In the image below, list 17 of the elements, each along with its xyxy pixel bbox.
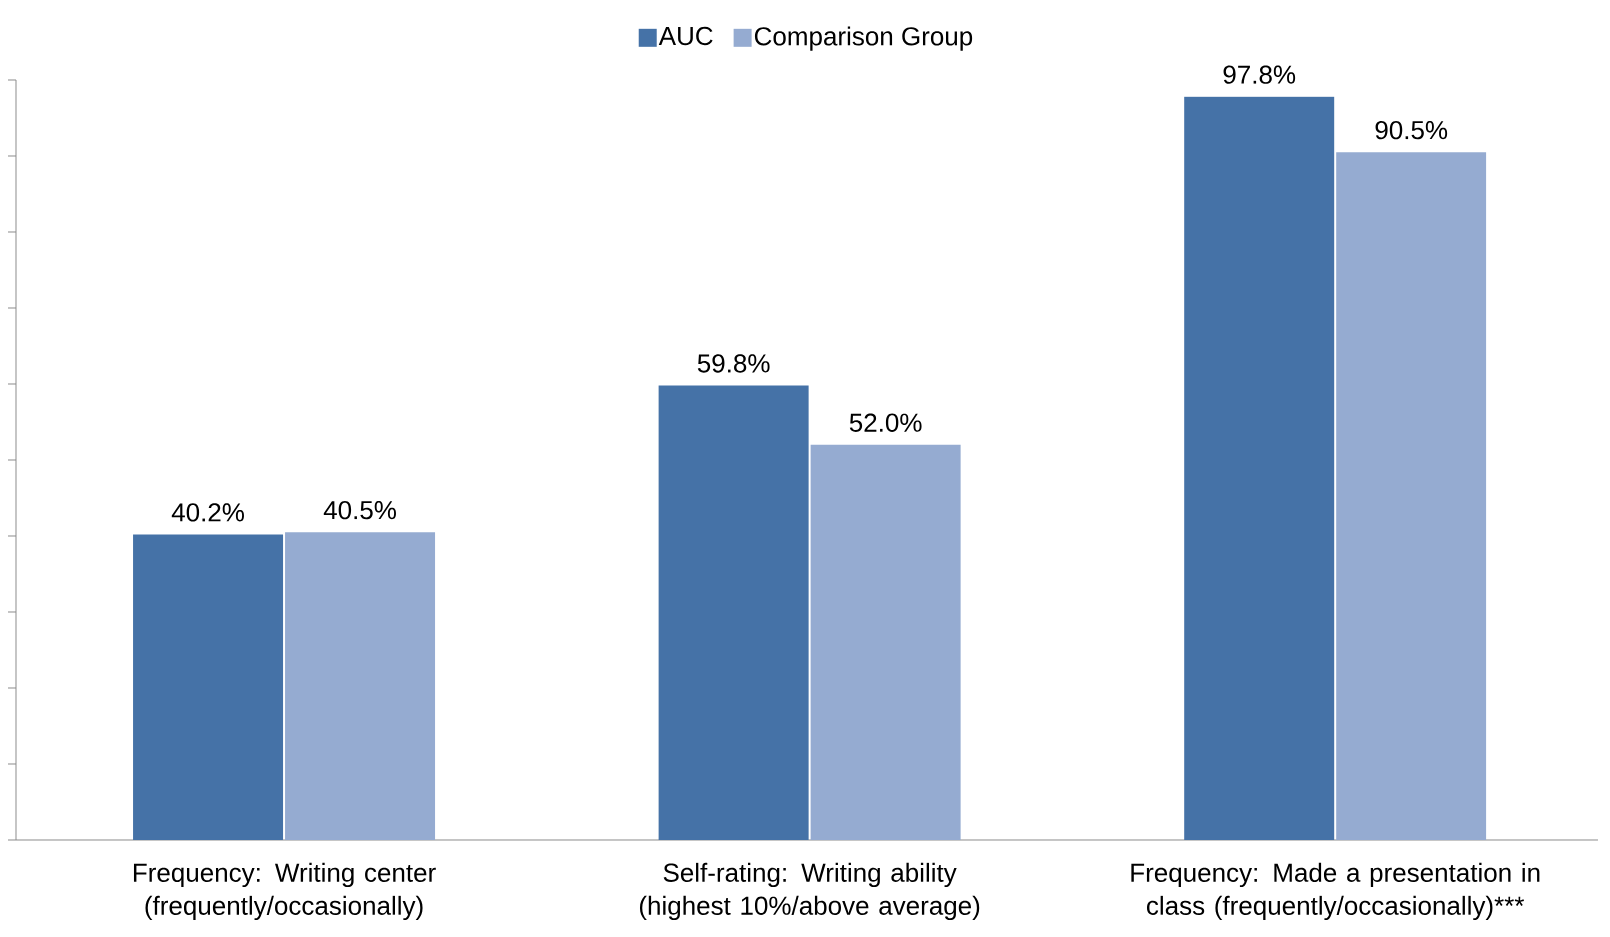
bar (810, 444, 961, 840)
data-label: 59.8% (697, 354, 770, 373)
data-label: 90.5% (1375, 120, 1448, 140)
data-label: 52.0% (849, 413, 922, 432)
bar (1336, 152, 1487, 840)
bar (1184, 96, 1335, 840)
data-label: 40.5% (323, 500, 396, 520)
bar (658, 385, 809, 840)
data-label: 97.8% (1223, 65, 1296, 84)
bar (285, 532, 436, 840)
legend-label: AUC (658, 26, 713, 46)
legend-label: Comparison Group (754, 26, 973, 51)
x-tick-label: Self-rating: Writing ability (highest 10%/above average) (639, 862, 980, 921)
x-tick-label: Frequency: Made a presentation in class (frequently/occasionally)*** (1131, 862, 1540, 921)
bar (133, 534, 284, 840)
x-tick-label: Frequency: Writing center (frequently/occasionally) (133, 862, 436, 921)
data-label: 40.2% (171, 503, 244, 522)
